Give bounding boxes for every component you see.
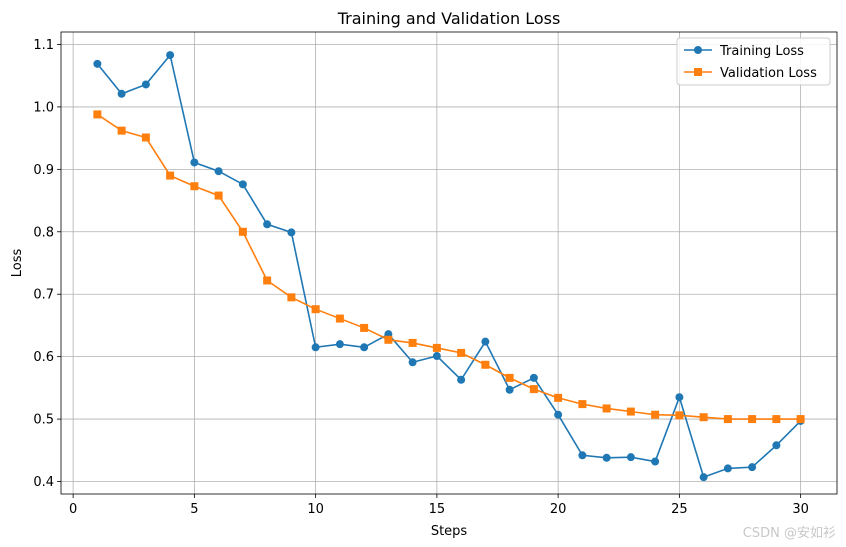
- validation-loss-point: [772, 415, 781, 424]
- watermark: CSDN @安如衫: [743, 525, 836, 541]
- training-loss-point: [141, 80, 150, 89]
- validation-loss-point: [117, 126, 126, 135]
- y-tick-label: 0.8: [33, 225, 54, 240]
- validation-loss-point: [796, 415, 805, 424]
- validation-loss-point: [311, 305, 320, 314]
- validation-loss-point: [166, 171, 175, 180]
- training-loss-point: [529, 373, 538, 382]
- training-loss-point: [190, 158, 199, 167]
- training-loss-point: [723, 464, 732, 473]
- training-loss-point: [432, 352, 441, 361]
- x-tick-label: 20: [550, 502, 567, 517]
- series-line-validation: [96, 113, 801, 420]
- training-loss-point: [93, 59, 102, 68]
- validation-loss-point: [238, 227, 247, 236]
- y-tick-label: 0.7: [33, 288, 54, 303]
- training-loss-point: [287, 228, 296, 237]
- legend-marker-training: [694, 46, 702, 54]
- validation-loss-point: [481, 360, 490, 369]
- validation-loss-point: [432, 343, 441, 352]
- training-loss-point: [772, 441, 781, 450]
- training-loss-point: [675, 393, 684, 402]
- y-tick-label: 1.1: [33, 38, 54, 53]
- validation-loss-point: [748, 415, 757, 424]
- series-layer: [93, 51, 805, 482]
- x-tick-label: 30: [792, 502, 809, 517]
- x-tick-label: 15: [429, 502, 446, 517]
- y-tick-label: 0.6: [33, 350, 54, 365]
- plot-frame: [60, 31, 838, 495]
- y-axis-label: Loss: [10, 249, 25, 278]
- training-loss-point: [214, 167, 223, 176]
- training-loss-point: [457, 375, 466, 384]
- validation-loss-point: [723, 415, 732, 424]
- x-axis: 0 5 10 15 20 25 30: [69, 494, 809, 517]
- training-loss-point: [311, 343, 320, 352]
- training-loss-point: [408, 358, 417, 367]
- grid: [61, 32, 837, 494]
- x-tick-label: 5: [190, 502, 198, 517]
- legend-label-training: Training Loss: [719, 44, 804, 59]
- chart-title: Training and Validation Loss: [337, 9, 561, 28]
- training-loss-point: [117, 89, 126, 98]
- x-tick-label: 10: [307, 502, 324, 517]
- validation-loss-point: [214, 191, 223, 200]
- validation-loss-point: [360, 323, 369, 332]
- training-loss-point: [748, 463, 757, 472]
- training-loss-point: [238, 180, 247, 189]
- training-loss-point: [699, 473, 708, 482]
- validation-loss-point: [287, 293, 296, 302]
- training-loss-point: [626, 453, 635, 462]
- y-axis: 0.4 0.5 0.6 0.7 0.8 0.9 1.0 1.1: [33, 38, 61, 490]
- validation-loss-point: [675, 411, 684, 420]
- validation-loss-point: [93, 110, 102, 119]
- validation-loss-point: [335, 314, 344, 323]
- training-loss-point: [263, 220, 272, 229]
- validation-loss-point: [263, 276, 272, 285]
- legend-box: [676, 37, 831, 86]
- validation-loss-point: [457, 348, 466, 357]
- training-loss-point: [505, 385, 514, 394]
- validation-loss-point: [602, 404, 611, 413]
- validation-loss-point: [384, 335, 393, 344]
- validation-loss-point: [651, 410, 660, 419]
- y-tick-label: 1.0: [33, 100, 54, 115]
- legend: Training Loss Validation Loss: [676, 37, 831, 86]
- x-tick-label: 0: [69, 502, 77, 517]
- training-loss-point: [360, 343, 369, 352]
- validation-loss-point: [190, 182, 199, 191]
- validation-loss-point: [529, 385, 538, 394]
- validation-loss-point: [141, 133, 150, 142]
- validation-loss-point: [626, 407, 635, 416]
- training-loss-point: [166, 51, 175, 60]
- training-loss-point: [335, 340, 344, 349]
- validation-loss-point: [505, 373, 514, 382]
- y-tick-label: 0.9: [33, 163, 54, 178]
- validation-loss-point: [408, 338, 417, 347]
- legend-label-validation: Validation Loss: [720, 66, 817, 81]
- y-tick-label: 0.4: [33, 475, 54, 490]
- legend-marker-validation: [694, 68, 702, 76]
- training-loss-point: [554, 410, 563, 419]
- series-line-training: [96, 53, 802, 479]
- validation-loss-point: [699, 413, 708, 422]
- training-loss-point: [651, 457, 660, 466]
- training-loss-point: [602, 453, 611, 462]
- training-loss-point: [578, 451, 587, 460]
- validation-loss-point: [578, 400, 587, 409]
- x-axis-label: Steps: [431, 524, 468, 539]
- validation-loss-point: [554, 393, 563, 402]
- y-tick-label: 0.5: [33, 413, 54, 428]
- x-tick-label: 25: [671, 502, 688, 517]
- training-loss-point: [481, 337, 490, 346]
